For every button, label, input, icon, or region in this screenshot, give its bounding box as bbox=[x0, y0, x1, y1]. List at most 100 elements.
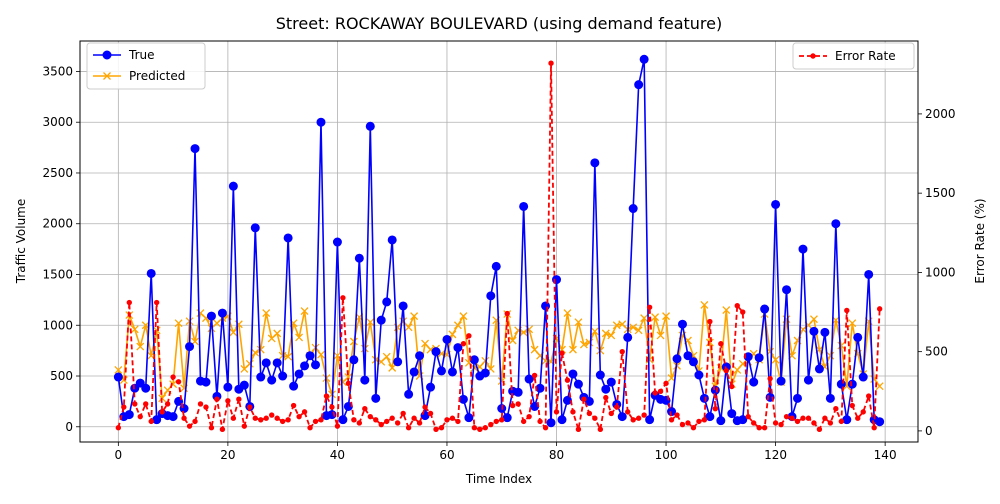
true-point bbox=[305, 351, 315, 361]
true-point bbox=[393, 357, 403, 367]
error-rate-point bbox=[811, 420, 817, 426]
error-rate-point bbox=[805, 415, 812, 421]
error-rate-point bbox=[553, 409, 560, 415]
true-point bbox=[228, 181, 238, 191]
error-rate-point bbox=[800, 415, 806, 421]
predicted-point bbox=[607, 331, 616, 340]
error-rate-point bbox=[438, 425, 445, 431]
predicted-point bbox=[601, 329, 610, 338]
error-rate-point bbox=[208, 425, 215, 431]
true-point bbox=[634, 80, 644, 90]
true-point bbox=[113, 372, 123, 382]
predicted-point bbox=[262, 309, 271, 318]
true-point bbox=[387, 235, 397, 245]
error-rate-point bbox=[455, 418, 461, 425]
predicted-point bbox=[382, 352, 391, 361]
true-point bbox=[289, 381, 299, 391]
error-rate-point bbox=[384, 418, 390, 425]
error-rate-point bbox=[312, 418, 319, 425]
x-tick-label: 120 bbox=[764, 448, 787, 462]
true-point bbox=[727, 409, 737, 419]
error-rate-point bbox=[307, 425, 313, 431]
true-point bbox=[190, 144, 200, 154]
error-rate-point bbox=[433, 426, 439, 433]
x-tick-label: 0 bbox=[115, 448, 123, 462]
true-point bbox=[628, 204, 638, 214]
predicted-point bbox=[848, 319, 857, 328]
y-tick-label-right: 1000 bbox=[925, 265, 956, 279]
error-rate-point bbox=[701, 417, 708, 423]
predicted-point bbox=[256, 345, 265, 354]
true-point bbox=[847, 379, 857, 389]
true-point bbox=[404, 389, 414, 399]
error-rate-point bbox=[482, 425, 489, 431]
predicted-point bbox=[388, 363, 397, 372]
error-rate-point bbox=[838, 418, 845, 425]
x-tick-label: 20 bbox=[220, 448, 235, 462]
true-point bbox=[217, 308, 227, 318]
predicted-point bbox=[229, 328, 238, 337]
error-rate-point bbox=[164, 401, 171, 407]
error-rate-point bbox=[471, 425, 478, 431]
true-point bbox=[338, 415, 348, 425]
error-rate-point bbox=[219, 426, 226, 433]
true-point bbox=[426, 382, 436, 392]
predicted-point bbox=[809, 315, 818, 324]
predicted-point bbox=[640, 314, 649, 323]
legend-label: Error Rate bbox=[835, 49, 896, 63]
true-point bbox=[294, 369, 304, 379]
error-rate-point bbox=[592, 415, 598, 421]
true-point bbox=[360, 375, 370, 385]
true-point bbox=[250, 223, 260, 233]
y-tick-label-left: 500 bbox=[50, 369, 73, 383]
true-point bbox=[803, 375, 813, 385]
true-point bbox=[311, 360, 321, 370]
error-rate-point bbox=[427, 410, 434, 417]
true-point bbox=[300, 361, 310, 371]
true-point bbox=[858, 372, 868, 382]
true-point bbox=[688, 357, 698, 367]
true-point bbox=[738, 415, 748, 425]
error-rate-point bbox=[488, 421, 494, 428]
true-point bbox=[354, 253, 364, 263]
error-rate-point bbox=[460, 341, 467, 347]
true-point bbox=[442, 334, 452, 344]
error-rate-point bbox=[268, 412, 275, 418]
error-rate-point bbox=[844, 307, 850, 314]
error-rate-point bbox=[761, 425, 768, 431]
true-point bbox=[365, 121, 375, 131]
error-rate-point bbox=[772, 420, 779, 426]
predicted-point bbox=[130, 325, 139, 334]
y-axis-label-right: Error Rate (%) bbox=[973, 198, 987, 283]
true-point bbox=[864, 269, 874, 279]
true-point bbox=[415, 351, 425, 361]
true-point bbox=[371, 393, 381, 403]
predicted-point bbox=[634, 326, 643, 335]
true-point bbox=[749, 377, 759, 387]
predicted-point bbox=[590, 327, 599, 336]
x-tick-label: 80 bbox=[549, 448, 564, 462]
true-point bbox=[606, 377, 616, 387]
predicted-point bbox=[585, 338, 594, 347]
true-point bbox=[519, 201, 529, 211]
error-rate-point bbox=[466, 333, 472, 339]
error-rate-point bbox=[126, 299, 132, 306]
true-point bbox=[168, 412, 178, 422]
true-point bbox=[562, 395, 572, 405]
error-rate-point bbox=[531, 372, 538, 379]
error-rate-point bbox=[614, 404, 620, 410]
true-point bbox=[431, 347, 441, 357]
predicted-point bbox=[349, 337, 358, 346]
error-rate-point bbox=[323, 393, 330, 399]
error-rate-line bbox=[117, 62, 881, 431]
predicted-point bbox=[771, 355, 780, 364]
error-rate-point bbox=[153, 299, 160, 306]
error-rate-point bbox=[416, 420, 423, 426]
error-rate-point bbox=[548, 60, 554, 66]
error-rate-point bbox=[696, 418, 702, 425]
error-rate-point bbox=[597, 426, 604, 433]
error-rate-point bbox=[559, 350, 565, 356]
error-rate-point bbox=[630, 417, 636, 423]
x-tick-label: 40 bbox=[330, 448, 345, 462]
true-point bbox=[639, 54, 649, 64]
